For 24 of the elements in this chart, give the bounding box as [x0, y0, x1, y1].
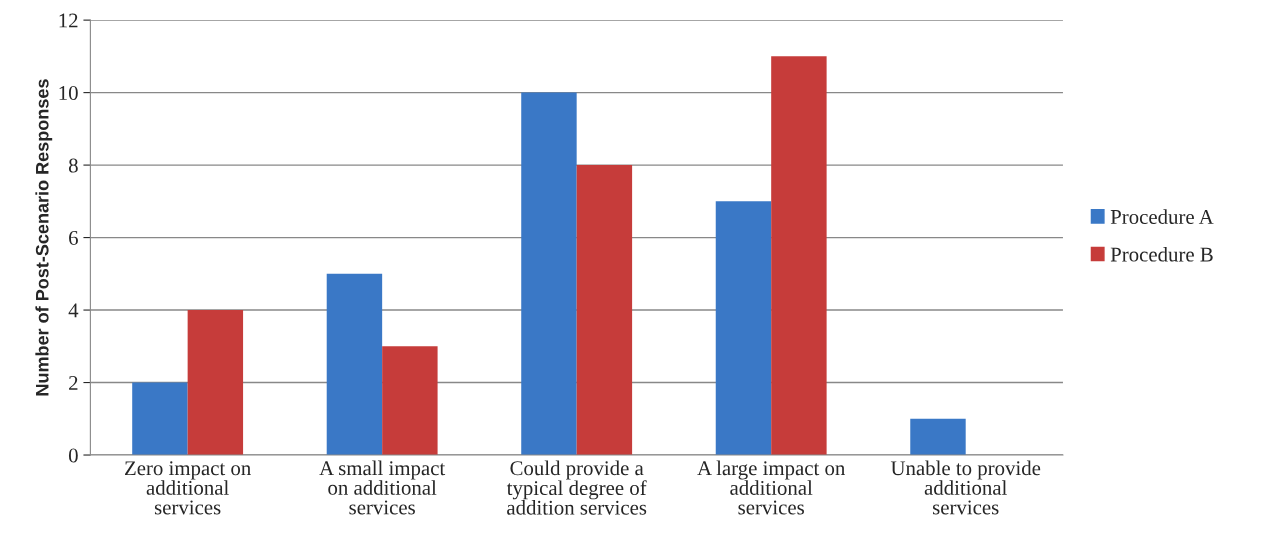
- y-tick-label: 0: [68, 448, 78, 463]
- x-tick-label: A large impact on additional services: [697, 460, 846, 515]
- y-tick-label: 8: [68, 158, 78, 173]
- y-tick-label: 6: [69, 231, 78, 246]
- bar: [521, 92, 577, 456]
- bar: [326, 273, 383, 456]
- x-tick-label: A small impact on additional services: [319, 460, 446, 515]
- x-tick-label: Unable to provide additional services: [890, 460, 1041, 515]
- legend-label: Procedure A: [1110, 209, 1214, 224]
- bar: [715, 201, 772, 456]
- y-tick-label: 4: [68, 303, 79, 318]
- bar: [187, 310, 244, 456]
- bar: [771, 56, 827, 456]
- y-tick-label: 2: [69, 375, 78, 390]
- x-tick-label: Could provide a typical degree of addition services: [506, 460, 647, 515]
- y-tick-label: 10: [59, 85, 78, 101]
- y-axis-title: Number of Post-Scenario Responses: [35, 79, 53, 396]
- bar: [576, 165, 633, 456]
- legend-label: Procedure B: [1110, 246, 1213, 262]
- bar: [382, 346, 438, 456]
- bar: [132, 382, 188, 456]
- bar: [910, 418, 966, 456]
- y-tick-label: 12: [59, 13, 78, 28]
- x-tick-label: Zero impact on additional services: [125, 461, 251, 515]
